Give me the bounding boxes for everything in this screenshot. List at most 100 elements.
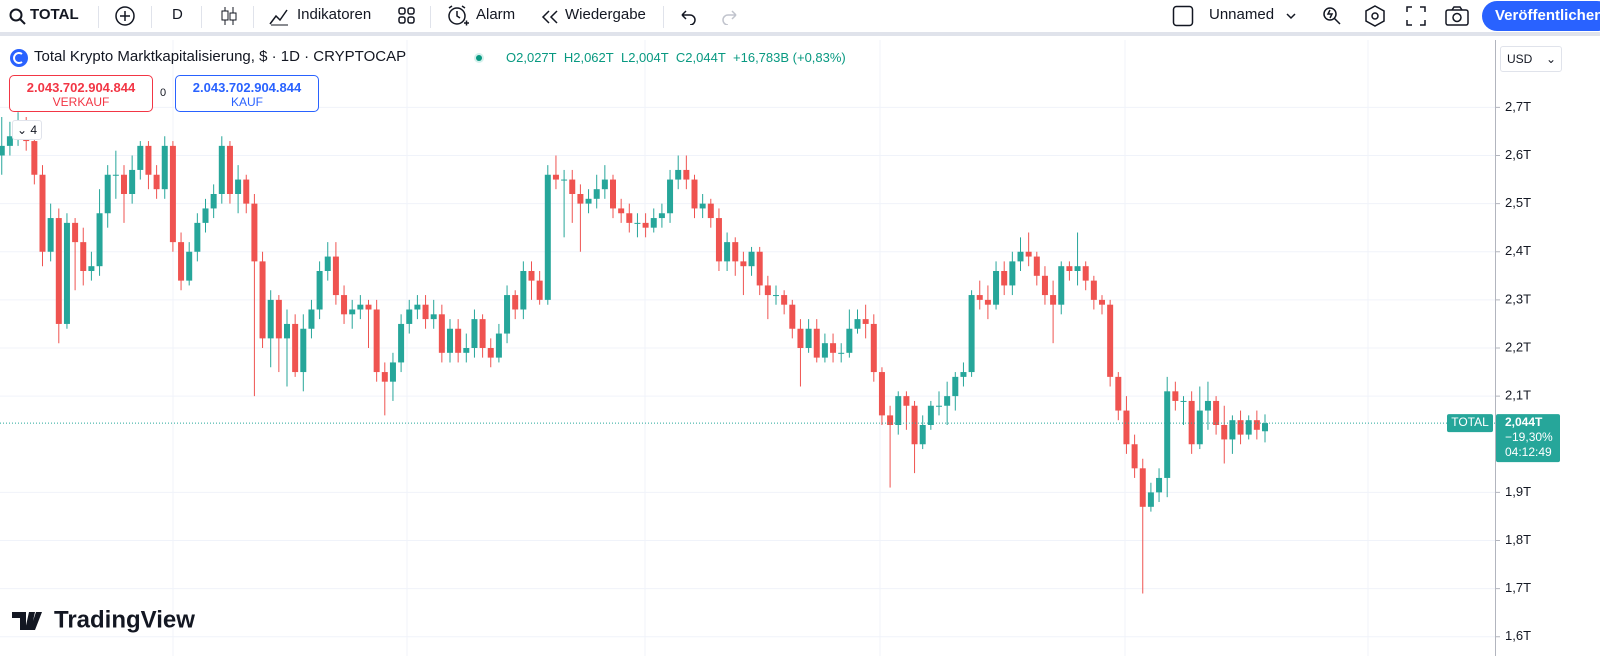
candle-body [129, 169, 136, 194]
sell-button[interactable]: 2.043.702.904.844 VERKAUF [9, 75, 153, 112]
candle-body [512, 295, 519, 310]
fullscreen-icon[interactable] [1405, 5, 1427, 27]
candle-body [1237, 420, 1244, 435]
indicator-toggle[interactable]: ⌄ 4 [12, 120, 42, 140]
candle-body [300, 328, 307, 373]
candle-body [39, 174, 46, 252]
candle-body [764, 285, 771, 296]
y-tick-label: 1,9T [1505, 484, 1531, 499]
replay-icon[interactable] [540, 8, 560, 26]
candle-body [1131, 444, 1138, 469]
candle-body [1115, 376, 1122, 411]
candle-body [145, 145, 152, 175]
candle-body [569, 179, 576, 194]
candle-body [854, 319, 861, 329]
candle-body [544, 174, 551, 300]
candle-body [104, 174, 111, 214]
search-icon[interactable] [8, 7, 28, 27]
candle-body [593, 189, 600, 199]
replay[interactable]: Wiedergabe [565, 6, 646, 23]
candle-body [161, 145, 168, 190]
candle-body [0, 145, 5, 156]
undo-icon[interactable] [678, 7, 698, 25]
candle-body [960, 372, 967, 377]
candle-body [80, 242, 87, 271]
sell-price: 2.043.702.904.844 [26, 80, 136, 95]
candle-body [878, 372, 885, 416]
currency-select[interactable]: USD ⌄ [1500, 46, 1562, 72]
layouts-icon[interactable] [397, 6, 417, 26]
candle-body [218, 145, 225, 194]
candle-body [903, 396, 910, 406]
candle-body [430, 314, 437, 320]
candle-body [1213, 400, 1220, 425]
chart-style-icon[interactable] [219, 5, 239, 27]
candle-body [748, 251, 755, 267]
ohlc-value: 2,027T [516, 50, 557, 65]
redo-icon[interactable] [720, 7, 740, 25]
candle-body [63, 222, 70, 324]
candle-body [610, 179, 616, 209]
indicators-icon[interactable] [268, 5, 290, 27]
candle-body [1221, 425, 1228, 440]
layout-name[interactable]: Unnamed [1209, 6, 1275, 23]
candle-body [642, 222, 649, 228]
ohlc-label: C [675, 50, 686, 65]
candle-body [1025, 251, 1032, 257]
ohlc-value: 2,044T [685, 50, 726, 65]
ohlc-label: O [506, 50, 517, 65]
candle-body [870, 323, 877, 373]
alarm[interactable]: Alarm [476, 6, 516, 23]
compare-icon[interactable] [114, 5, 136, 27]
candle-body [96, 213, 103, 267]
candle-body [846, 328, 853, 353]
candle-body [186, 251, 193, 281]
candle-body [1058, 266, 1065, 305]
candle-body [813, 328, 820, 358]
indicators[interactable]: Indikatoren [297, 6, 372, 23]
candle-body [715, 218, 722, 262]
candle-body [381, 372, 388, 382]
candle-body [308, 309, 315, 329]
spread: 0 [160, 87, 167, 99]
chart-title: Total Krypto Marktkapitalisierung, $ · 1… [34, 48, 407, 65]
dropdown-icon[interactable] [1285, 11, 1297, 21]
candle-body [389, 362, 396, 382]
y-tick-label: 1,7T [1505, 580, 1531, 595]
candle-body [153, 174, 160, 190]
buy-price: 2.043.702.904.844 [192, 80, 302, 95]
quick-search-icon[interactable] [1320, 4, 1344, 28]
candle-body [112, 174, 119, 176]
interval[interactable]: D [172, 6, 183, 23]
layout-icon[interactable] [1172, 5, 1194, 27]
candle-body [178, 242, 185, 281]
snapshot-icon[interactable] [1444, 5, 1470, 27]
candle-body [504, 295, 511, 334]
candle-body [838, 352, 845, 354]
y-tick-label: 2,7T [1505, 99, 1531, 114]
candle-body [707, 203, 714, 219]
symbol-label-box [1447, 414, 1493, 433]
candle-body [1164, 391, 1171, 478]
candle-body [993, 271, 1000, 305]
candle-body [773, 295, 779, 297]
candle-body [667, 179, 674, 214]
settings-icon[interactable] [1363, 4, 1387, 28]
publish-button[interactable]: Veröffentlichen [1482, 1, 1600, 31]
ohlc-label: H [563, 50, 574, 65]
candle-body [1253, 420, 1260, 430]
candle-body [797, 328, 804, 348]
candle-body [626, 213, 633, 223]
symbol[interactable]: TOTAL [30, 6, 79, 23]
candle-body [699, 203, 706, 209]
candle-body [1196, 410, 1203, 445]
candle-body [976, 295, 983, 300]
candle-body [332, 256, 339, 296]
candle-body [585, 198, 592, 204]
candle-body [1172, 391, 1179, 401]
price-label: 2,044T [1505, 415, 1543, 429]
buy-button[interactable]: 2.043.702.904.844 KAUF [175, 75, 319, 112]
market-status [474, 53, 484, 63]
alarm-icon[interactable] [446, 4, 470, 28]
